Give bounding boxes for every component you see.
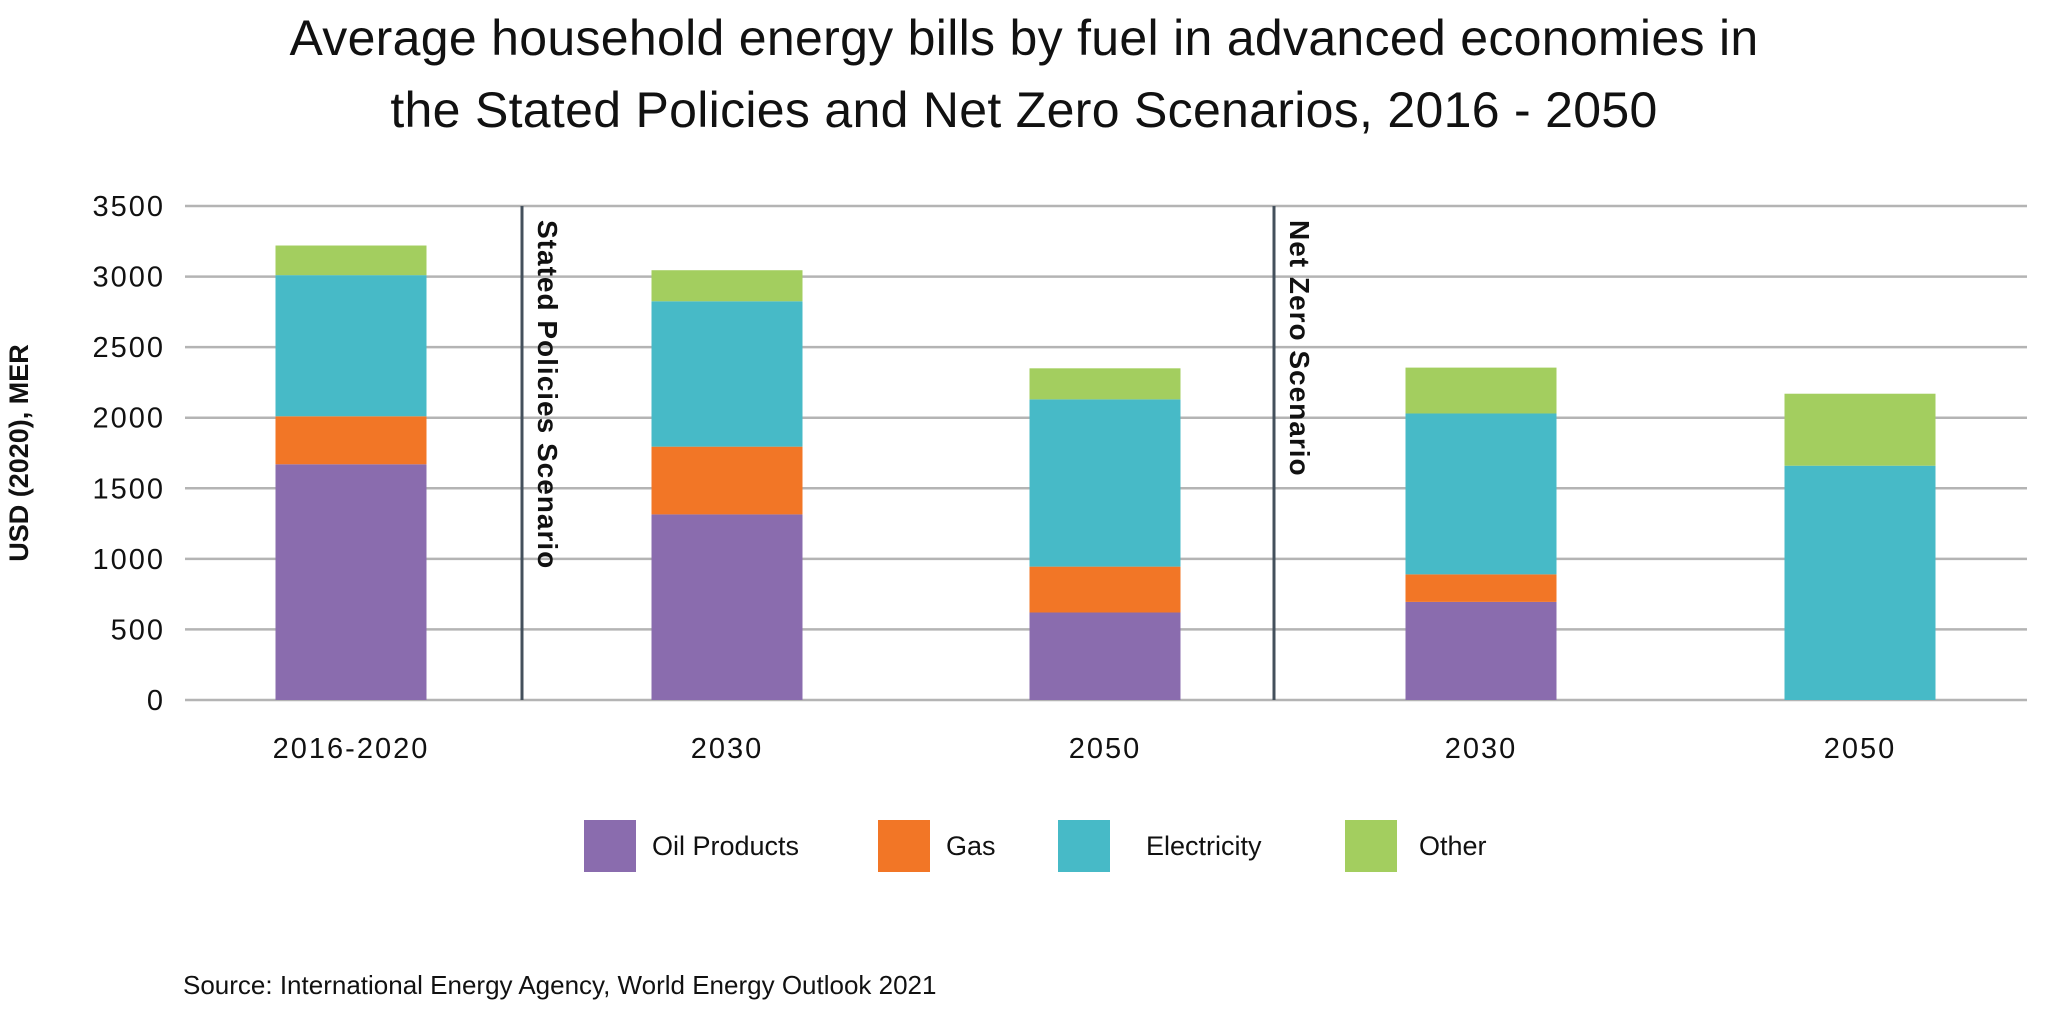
chart-title: Average household energy bills by fuel i…: [0, 2, 2048, 146]
bar-segment-electricity: [1405, 413, 1557, 575]
legend-item: Other: [1345, 820, 1487, 872]
chart-title-line-2: the Stated Policies and Net Zero Scenari…: [390, 82, 1658, 138]
y-tick-label: 500: [111, 614, 165, 646]
bar-segment-oil-products: [275, 464, 427, 700]
bar-segment-gas: [651, 446, 803, 515]
legend-item: Electricity: [1058, 820, 1262, 872]
y-tick-label: 2000: [92, 403, 165, 435]
bar-segment-other: [275, 245, 427, 276]
y-tick-label: 1500: [92, 473, 165, 505]
source-note: Source: International Energy Agency, Wor…: [183, 970, 937, 1000]
bar-segment-other: [1405, 367, 1557, 414]
x-tick-label: 2030: [1445, 733, 1518, 765]
legend-label: Electricity: [1146, 830, 1262, 861]
scenario-label: Stated Policies Scenario: [532, 220, 563, 569]
legend-swatch: [584, 820, 636, 872]
x-tick-label: 2050: [1069, 733, 1142, 765]
x-tick-label: 2016-2020: [273, 733, 430, 765]
bar-segment-other: [651, 270, 803, 302]
scenario-label: Net Zero Scenario: [1284, 220, 1315, 477]
legend-label: Other: [1419, 830, 1487, 861]
bar-segment-gas: [275, 416, 427, 465]
bar-segment-electricity: [275, 275, 427, 417]
legend-swatch: [1345, 820, 1397, 872]
bar-segment-oil-products: [1405, 601, 1557, 700]
legend-swatch: [878, 820, 930, 872]
bar-segment-oil-products: [651, 514, 803, 700]
legend-swatch: [1058, 820, 1110, 872]
bar-segment-electricity: [651, 301, 803, 447]
legend-item: Oil Products: [584, 820, 799, 872]
legend-item: Gas: [878, 820, 996, 872]
legend-label: Oil Products: [652, 830, 800, 861]
y-tick-label: 3000: [92, 262, 165, 294]
bar-segment-electricity: [1029, 399, 1181, 567]
bar-segment-gas: [1405, 574, 1557, 602]
bar-segment-oil-products: [1029, 612, 1181, 700]
y-tick-label: 0: [147, 685, 165, 717]
legend-label: Gas: [946, 830, 996, 861]
bar-segment-electricity: [1784, 465, 1936, 700]
y-tick-label: 1000: [92, 544, 165, 576]
x-tick-label: 2050: [1824, 733, 1897, 765]
bar-segment-other: [1784, 393, 1936, 466]
bar-segment-gas: [1029, 566, 1181, 613]
bar-segment-other: [1029, 368, 1181, 400]
y-tick-label: 2500: [92, 332, 165, 364]
y-axis-label: USD (2020), MER: [4, 344, 34, 562]
x-tick-label: 2030: [691, 733, 764, 765]
chart-title-line-1: Average household energy bills by fuel i…: [289, 10, 1759, 66]
y-tick-label: 3500: [92, 191, 165, 223]
